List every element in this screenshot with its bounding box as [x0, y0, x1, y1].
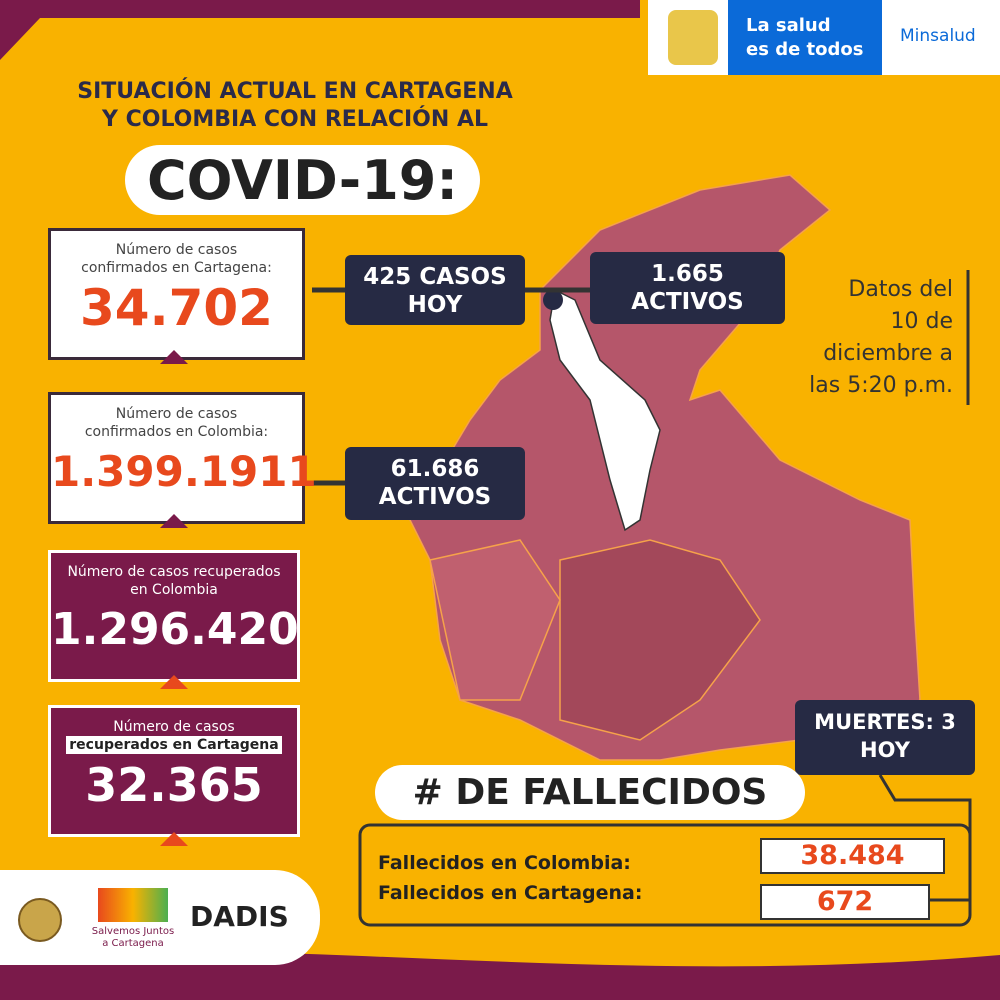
brand-line: La salud	[746, 15, 831, 36]
footer-logos: Salvemos Juntos a Cartagena DADIS	[0, 870, 320, 965]
covid-heading: COVID-19:	[125, 145, 480, 215]
card-label: confirmados en Colombia:	[84, 424, 269, 440]
death-value: 672	[760, 884, 930, 920]
seal	[18, 898, 62, 942]
card-label: Número de casos	[115, 406, 238, 422]
callout: 61.686 ACTIVOS	[345, 447, 525, 520]
deaths-today: MUERTES: 3 HOY	[795, 700, 975, 775]
header-bar: La salud es de todos Minsalud	[648, 0, 1000, 75]
callout-line: MUERTES: 3	[814, 710, 956, 734]
title-line: SITUACIÓN ACTUAL EN CARTAGENA	[77, 79, 513, 104]
callout-line: HOY	[860, 738, 910, 762]
date-line: 10 de	[890, 309, 954, 334]
date-note: Datos del 10 de diciembre a las 5:20 p.m…	[770, 274, 953, 402]
card-label: Número de casos recuperados	[67, 564, 281, 580]
callout-line: ACTIVOS	[378, 484, 492, 510]
stat-card: Número de casos recuperados en Cartagena …	[48, 705, 300, 837]
date-line: Datos del	[848, 277, 953, 302]
callout-line: 61.686	[390, 456, 480, 482]
map	[409, 174, 921, 761]
emblem	[668, 10, 718, 65]
card-label: en Colombia	[130, 582, 218, 598]
partner: Salvemos Juntos a Cartagena	[88, 926, 178, 950]
card-label: confirmados en Cartagena:	[81, 260, 272, 276]
stat-card: Número de casos confirmados en Colombia: …	[48, 392, 317, 524]
brand: La salud es de todos	[728, 0, 882, 75]
callout-line: 1.665	[651, 261, 724, 287]
partner-icon	[98, 888, 168, 922]
pointer	[160, 832, 188, 846]
card-value: 32.365	[85, 758, 263, 812]
death-label: Fallecidos en Cartagena:	[378, 882, 643, 904]
callout-line: ACTIVOS	[631, 289, 744, 315]
title-line: Y COLOMBIA CON RELACIÓN AL	[102, 107, 488, 132]
card-value: 1.296.420	[51, 604, 299, 655]
deaths-heading: # DE FALLECIDOS	[375, 765, 805, 820]
death-label: Fallecidos en Colombia:	[378, 852, 631, 874]
callout-line: 425 CASOS	[363, 264, 507, 290]
partner-line: Salvemos Juntos	[91, 926, 175, 937]
pointer	[160, 514, 188, 528]
pointer	[160, 350, 188, 364]
card-label: Número de casos	[113, 719, 235, 735]
title: SITUACIÓN ACTUAL EN CARTAGENA Y COLOMBIA…	[20, 78, 570, 134]
stat-card: Número de casos recuperados en Colombia 1…	[48, 550, 300, 682]
deaths-labels: Fallecidos en Colombia: Fallecidos en Ca…	[378, 848, 642, 908]
partner-line: a Cartagena	[102, 938, 164, 949]
death-value: 38.484	[760, 838, 945, 874]
callout-line: HOY	[407, 292, 463, 318]
card-label: Número de casos	[115, 242, 238, 258]
card-value: 34.702	[80, 279, 273, 337]
card-value: 1.399.1911	[51, 447, 317, 496]
date-line: las 5:20 p.m.	[809, 373, 953, 398]
callout: 1.665 ACTIVOS	[590, 252, 785, 324]
card-label-highlight: recuperados en Cartagena	[66, 736, 282, 754]
stat-card: Número de casos confirmados en Cartagena:…	[48, 228, 305, 360]
pointer	[160, 675, 188, 689]
date-line: diciembre a	[823, 341, 953, 366]
ministry: Minsalud	[900, 26, 976, 46]
callout: 425 CASOS HOY	[345, 255, 525, 325]
agency: DADIS	[190, 900, 289, 933]
brand-line: es de todos	[746, 39, 864, 60]
